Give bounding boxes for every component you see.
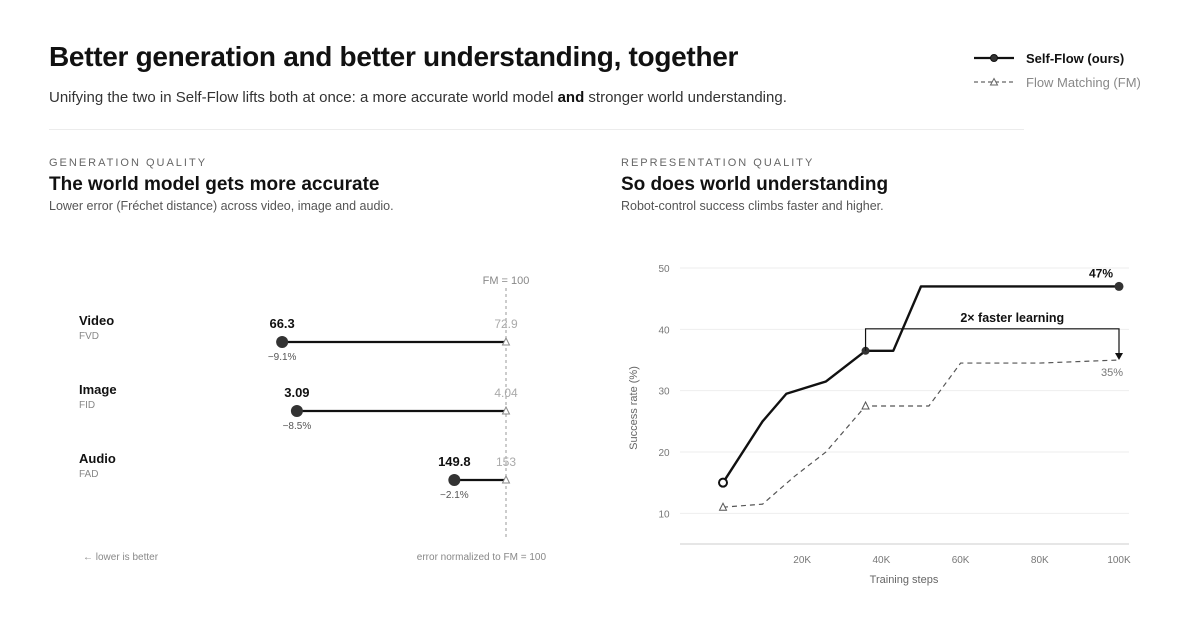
legend-label-self-flow: Self-Flow (ours): [1026, 50, 1125, 66]
row-label-video: Video: [79, 313, 114, 328]
speedup-annotation: 2× faster learning: [960, 311, 1064, 325]
speedup-bracket: [864, 328, 1120, 354]
y-axis-title: Success rate (%): [628, 366, 640, 450]
dashed-line-marker-icon: [974, 77, 1014, 86]
self-flow-end-point: [1114, 281, 1124, 291]
row-metric-image: FID: [79, 400, 95, 411]
self-flow-value-image: 3.09: [284, 385, 309, 400]
self-flow-point-image: [290, 405, 303, 417]
row-metric-audio: FAD: [79, 469, 98, 480]
y-tick-label: 40: [658, 325, 670, 336]
solid-line-marker-icon: [974, 54, 1014, 62]
fm-value-video: 72.9: [494, 317, 518, 331]
x-tick-label: 60K: [952, 555, 970, 566]
row-label-audio: Audio: [79, 451, 116, 466]
legend-label-fm: Flow Matching (FM): [1026, 74, 1141, 90]
x-tick-label: 20K: [793, 555, 811, 566]
y-tick-label: 20: [658, 448, 670, 459]
fm-marker-audio: [501, 474, 511, 484]
self-flow-value-video: 66.3: [269, 316, 294, 331]
right-panel-eyebrow: REPRESENTATION QUALITY: [621, 157, 815, 169]
self-flow-end-label: 47%: [1089, 266, 1113, 280]
left-panel-subtitle: Lower error (Fréchet distance) across vi…: [49, 199, 394, 213]
subtitle-emphasis: and: [557, 89, 585, 106]
page-subtitle: Unifying the two in Self-Flow lifts both…: [49, 89, 787, 106]
subtitle-text-start: Unifying the two in Self-Flow lifts both…: [49, 89, 558, 106]
legend-item-self-flow: Self-Flow (ours): [972, 46, 1141, 70]
self-flow-value-audio: 149.8: [438, 454, 471, 469]
fm-start-point: [718, 502, 728, 511]
header-divider: [49, 129, 1024, 130]
self-flow-start-point: [718, 477, 728, 488]
speedup-arrowhead: [1115, 353, 1123, 360]
x-tick-label: 40K: [873, 555, 891, 566]
legend-item-fm: Flow Matching (FM): [972, 70, 1141, 94]
fm-end-label: 35%: [1101, 367, 1123, 379]
self-flow-point-video: [276, 336, 289, 348]
left-panel-title: The world model gets more accurate: [49, 174, 380, 195]
y-tick-label: 10: [658, 509, 670, 520]
fm-reference-label: FM = 100: [483, 275, 530, 287]
left-panel-eyebrow: GENERATION QUALITY: [49, 157, 208, 169]
fm-marker-video: [501, 336, 511, 346]
y-tick-label: 50: [658, 264, 670, 275]
fm-series-line: [722, 359, 1120, 508]
legend: Self-Flow (ours) Flow Matching (FM): [972, 46, 1141, 94]
y-tick-label: 30: [658, 387, 670, 398]
fm-mid-point: [861, 400, 870, 410]
delta-label-video: −9.1%: [268, 352, 297, 363]
delta-label-audio: −2.1%: [440, 490, 469, 501]
x-tick-label: 80K: [1031, 555, 1049, 566]
subtitle-text-end: stronger world understanding.: [584, 89, 787, 106]
right-panel-title: So does world understanding: [621, 174, 889, 195]
x-axis-title: Training steps: [870, 574, 939, 586]
fm-marker-image: [501, 405, 511, 415]
generation-quality-chart: FM = 100 Video FVD 66.3 72.9 −9.1% Image FID 3.0…: [79, 275, 547, 563]
footer-lower-is-better: ← lower is better: [83, 552, 159, 563]
delta-label-image: −8.5%: [283, 421, 312, 432]
fm-value-audio: 153: [496, 455, 516, 469]
row-label-image: Image: [79, 382, 117, 397]
self-flow-point-audio: [448, 474, 461, 486]
footer-normalization-note: error normalized to FM = 100: [417, 552, 547, 563]
page-title: Better generation and better understandi…: [49, 41, 739, 72]
row-metric-video: FVD: [79, 331, 99, 342]
x-tick-label: 100K: [1107, 555, 1131, 566]
fm-value-image: 4.04: [494, 386, 518, 400]
right-panel-subtitle: Robot-control success climbs faster and …: [621, 199, 884, 213]
